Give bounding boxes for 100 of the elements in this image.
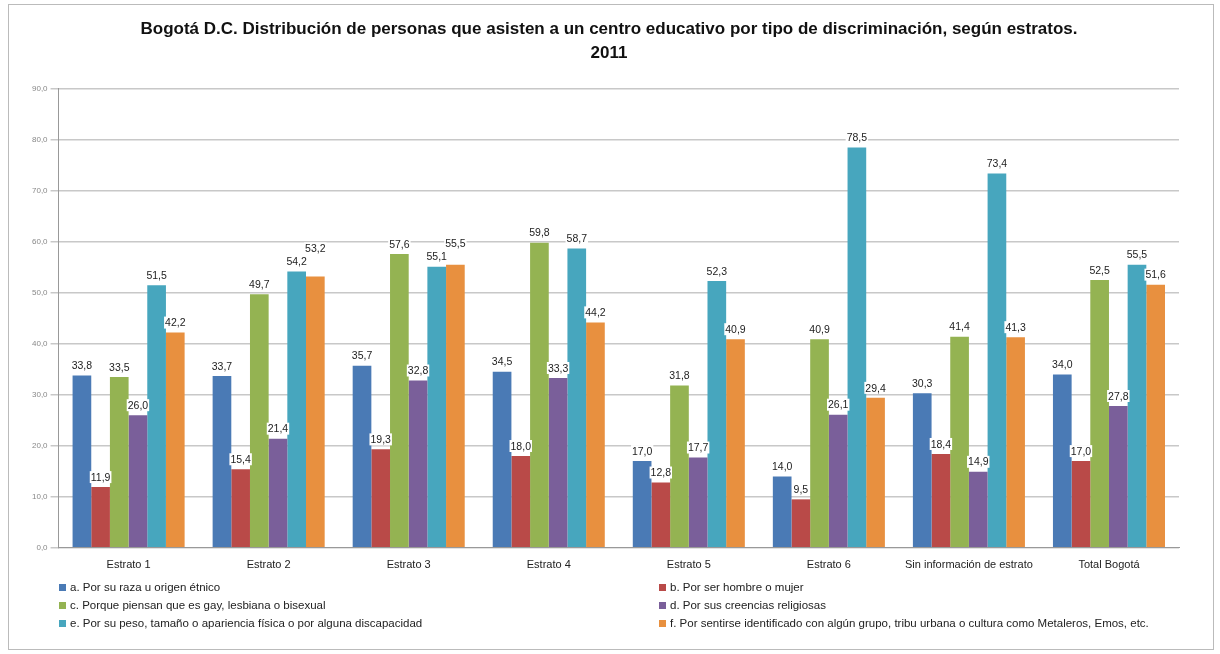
y-tick-label: 60,0 bbox=[31, 237, 49, 246]
data-label: 42,2 bbox=[165, 316, 186, 329]
y-tick-label: 10,0 bbox=[31, 492, 49, 501]
data-label: 51,6 bbox=[1145, 268, 1167, 281]
x-tick-label: Total Bogotá bbox=[1078, 558, 1141, 571]
data-label: 40,9 bbox=[725, 322, 746, 335]
data-label: 30,3 bbox=[912, 376, 933, 389]
data-label: 33,5 bbox=[109, 360, 130, 373]
bar bbox=[688, 457, 708, 548]
bar bbox=[866, 397, 885, 548]
bar bbox=[548, 377, 568, 548]
bar bbox=[912, 393, 932, 548]
data-label: 26,0 bbox=[127, 398, 149, 411]
data-label: 9,5 bbox=[793, 482, 809, 495]
x-tick-label: Estrato 6 bbox=[806, 558, 851, 571]
data-label: 14,0 bbox=[771, 460, 793, 473]
data-label: 78,5 bbox=[846, 131, 868, 144]
data-label: 57,6 bbox=[389, 237, 410, 250]
bar bbox=[987, 173, 1007, 548]
data-label: 59,8 bbox=[529, 226, 550, 239]
chart-title: Bogotá D.C. Distribución de personas que asisten a un centro educativo por tipo de discriminación, según estratos. 2011 bbox=[139, 18, 1079, 64]
bar bbox=[670, 385, 689, 548]
data-label: 32,8 bbox=[407, 364, 429, 377]
legend-label: d. Por sus creencias religiosas bbox=[670, 599, 826, 611]
x-tick-label: Estrato 5 bbox=[666, 558, 711, 571]
data-label: 35,7 bbox=[351, 349, 373, 362]
bar bbox=[306, 276, 325, 548]
bar bbox=[1127, 264, 1147, 548]
data-label: 18,0 bbox=[510, 439, 532, 452]
y-tick-label: 40,0 bbox=[31, 339, 49, 348]
data-label: 52,3 bbox=[706, 264, 728, 277]
data-label: 55,1 bbox=[426, 250, 448, 263]
data-label: 19,3 bbox=[370, 433, 392, 446]
y-tick-label: 80,0 bbox=[31, 135, 49, 144]
data-label: 15,4 bbox=[230, 452, 252, 465]
data-label: 34,5 bbox=[491, 355, 513, 368]
bar bbox=[567, 248, 587, 548]
data-label: 12,8 bbox=[650, 466, 672, 479]
bar bbox=[371, 449, 391, 548]
data-label: 52,5 bbox=[1089, 263, 1111, 276]
bar bbox=[390, 254, 409, 548]
bar bbox=[847, 147, 867, 548]
y-tick-label: 30,0 bbox=[31, 390, 49, 399]
data-label: 29,4 bbox=[865, 381, 886, 394]
bar bbox=[1071, 461, 1091, 548]
bar bbox=[165, 332, 185, 548]
bar bbox=[1146, 284, 1165, 548]
bar bbox=[91, 487, 110, 548]
bar bbox=[632, 461, 652, 548]
x-tick-label: Sin información de estrato bbox=[905, 558, 1033, 571]
bar bbox=[128, 415, 148, 548]
bar bbox=[931, 453, 951, 548]
bar bbox=[1108, 406, 1128, 548]
data-label: 54,2 bbox=[286, 255, 308, 268]
bar bbox=[586, 322, 605, 548]
bar bbox=[72, 375, 92, 548]
bar bbox=[287, 271, 306, 548]
bar bbox=[249, 294, 269, 548]
bar bbox=[147, 285, 166, 548]
bar bbox=[352, 365, 372, 548]
x-tick-label: Estrato 1 bbox=[106, 558, 151, 571]
data-label: 40,9 bbox=[809, 322, 830, 335]
data-label: 26,1 bbox=[827, 398, 849, 411]
y-tick-label: 90,0 bbox=[31, 84, 49, 93]
data-label: 33,8 bbox=[71, 359, 93, 372]
bar bbox=[726, 339, 745, 548]
data-label: 58,7 bbox=[566, 232, 588, 245]
bar bbox=[772, 476, 792, 548]
data-label: 41,4 bbox=[949, 320, 970, 333]
bar bbox=[530, 242, 549, 548]
data-label: 17,0 bbox=[1070, 444, 1092, 457]
bar bbox=[707, 281, 727, 548]
bar bbox=[828, 414, 848, 548]
bar bbox=[212, 375, 232, 548]
legend-label: b. Por ser hombre o mujer bbox=[670, 581, 804, 593]
bar bbox=[968, 471, 988, 548]
y-tick-label: 0,0 bbox=[36, 543, 49, 552]
bar bbox=[231, 469, 250, 548]
data-label: 34,0 bbox=[1052, 358, 1073, 371]
legend-label: c. Porque piensan que es gay, lesbiana o bisexual bbox=[70, 599, 326, 611]
data-label: 27,8 bbox=[1108, 389, 1129, 402]
data-label: 31,8 bbox=[669, 369, 690, 382]
data-label: 41,3 bbox=[1005, 320, 1026, 333]
bar bbox=[1052, 374, 1072, 548]
data-label: 14,9 bbox=[968, 455, 989, 468]
data-label: 17,0 bbox=[631, 444, 653, 457]
bar bbox=[1090, 280, 1109, 548]
bar bbox=[268, 438, 288, 548]
bar bbox=[427, 266, 447, 548]
y-tick-label: 50,0 bbox=[31, 288, 49, 297]
data-label: 55,5 bbox=[1126, 248, 1148, 261]
data-label: 21,4 bbox=[267, 422, 289, 435]
y-tick-label: 70,0 bbox=[31, 186, 49, 195]
bar bbox=[446, 264, 465, 548]
legend-label: e. Por su peso, tamaño o apariencia física o por alguna discapacidad bbox=[70, 617, 423, 629]
data-label: 44,2 bbox=[585, 306, 606, 319]
data-label: 73,4 bbox=[986, 157, 1008, 170]
x-tick-label: Estrato 4 bbox=[526, 558, 571, 571]
bar bbox=[492, 371, 512, 548]
data-label: 33,7 bbox=[211, 359, 233, 372]
